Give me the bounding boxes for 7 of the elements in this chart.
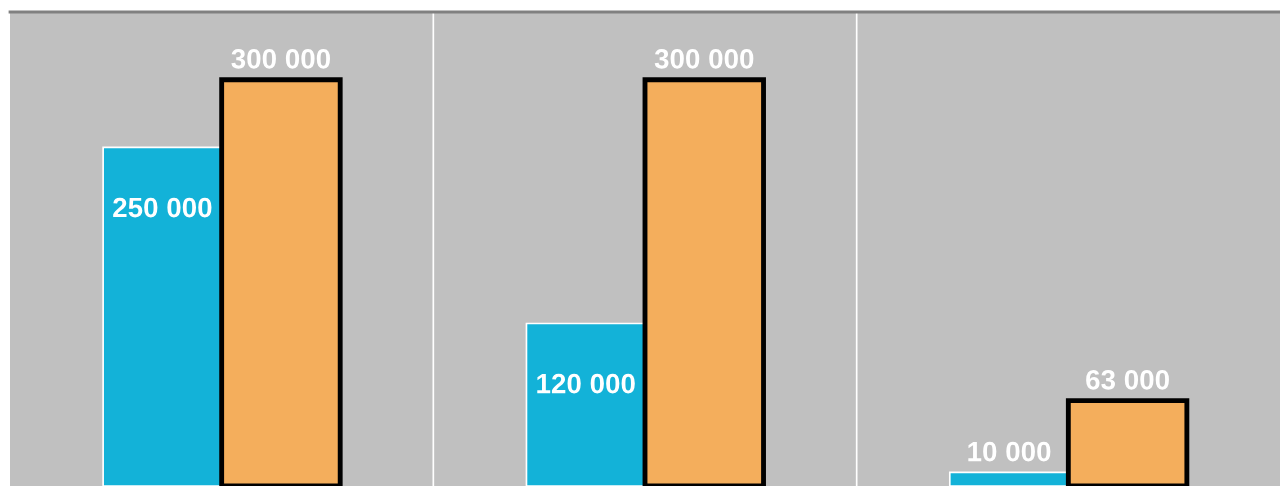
data-label: 300 000 <box>231 49 330 69</box>
data-label: 250 000 <box>113 197 212 218</box>
data-label: 10 000 <box>968 441 1051 462</box>
bar <box>525 322 646 486</box>
data-label: 120 000 <box>537 373 635 394</box>
data-label: 63 000 <box>1086 369 1169 390</box>
data-label: 300 000 <box>654 49 754 69</box>
